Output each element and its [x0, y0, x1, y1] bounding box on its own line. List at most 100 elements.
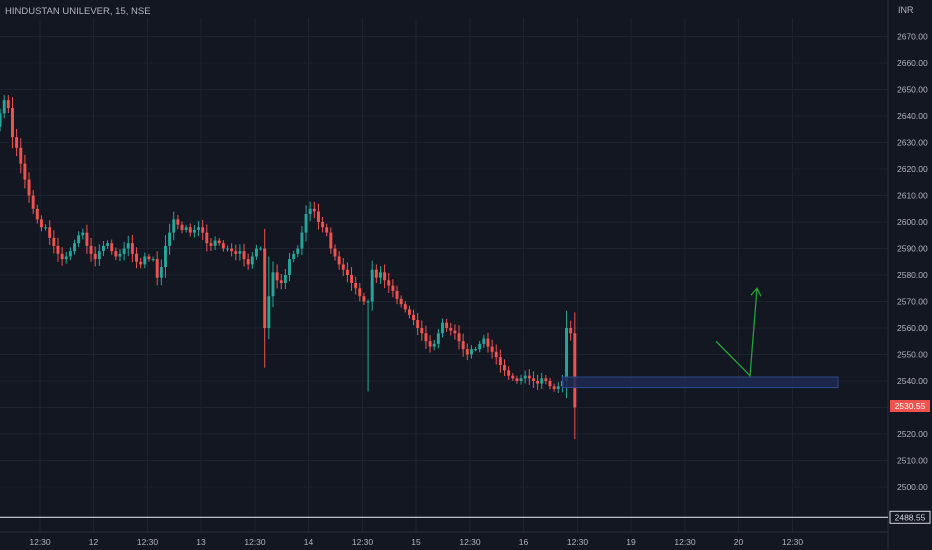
- candle-body: [362, 296, 366, 302]
- candle-body: [226, 248, 229, 250]
- price-axis[interactable]: 2500.002510.002520.002530.002540.002550.…: [887, 0, 928, 550]
- chart-grid: [0, 18, 888, 532]
- candle-body: [416, 320, 420, 328]
- candle-body: [288, 259, 291, 275]
- candle-body: [27, 179, 31, 196]
- candle-body: [48, 227, 52, 238]
- projection-path: [715, 288, 758, 378]
- candle-body: [23, 163, 27, 180]
- candle-body: [474, 349, 478, 351]
- candlestick-series: [0, 95, 577, 440]
- candle-body: [478, 343, 482, 350]
- candle-body: [217, 240, 221, 244]
- candle-body: [52, 237, 56, 246]
- candle-body: [263, 248, 267, 328]
- candle-body: [39, 219, 43, 228]
- candle-body: [15, 137, 19, 148]
- price-tick-label: 2630.00: [897, 138, 928, 148]
- candle-body: [135, 253, 138, 262]
- candle-body: [304, 214, 308, 233]
- candle-body: [308, 208, 312, 215]
- time-tick-label: 15: [411, 537, 421, 547]
- candle-body: [296, 248, 300, 254]
- candle-body: [486, 338, 490, 347]
- candle-body: [341, 264, 345, 270]
- candle-body: [523, 375, 527, 379]
- time-tick-label: 12:30: [782, 537, 804, 547]
- candle-body: [35, 208, 39, 220]
- candle-body: [316, 211, 320, 223]
- last-price-label: 2530.55: [895, 401, 926, 411]
- candle-body: [519, 378, 523, 381]
- price-tick-label: 2640.00: [897, 111, 928, 121]
- candle-body: [164, 245, 167, 268]
- candle-body: [230, 248, 234, 252]
- candle-body: [498, 357, 502, 366]
- candle-body: [548, 380, 552, 387]
- candle-body: [407, 309, 411, 315]
- candle-body: [507, 370, 511, 376]
- candle-body: [503, 365, 506, 371]
- candle-body: [89, 245, 93, 254]
- candle-body: [428, 341, 432, 347]
- candle-body: [333, 248, 337, 257]
- candle-body: [234, 251, 238, 254]
- candle-body: [436, 333, 440, 344]
- price-tick-label: 2510.00: [897, 455, 928, 465]
- time-tick-label: 12:30: [29, 537, 51, 547]
- candle-body: [379, 272, 382, 278]
- candle-body: [515, 378, 519, 381]
- price-tick-label: 2520.00: [897, 429, 928, 439]
- candle-body: [192, 229, 196, 233]
- candle-body: [209, 243, 213, 246]
- arrow-head-icon: [750, 287, 762, 297]
- price-tick-label: 2540.00: [897, 376, 928, 386]
- candle-body: [11, 108, 14, 138]
- candle-body: [490, 346, 494, 352]
- candle-body: [469, 349, 473, 355]
- candle-body: [205, 232, 209, 244]
- candle-body: [106, 243, 110, 246]
- candle-body: [197, 227, 201, 230]
- candle-body: [453, 330, 457, 334]
- candle-body: [73, 243, 76, 252]
- candle-body: [420, 327, 424, 334]
- candle-body: [93, 253, 97, 260]
- candle-body: [0, 113, 2, 127]
- candle-body: [172, 219, 176, 233]
- candle-body: [441, 322, 444, 334]
- candle-body: [432, 343, 436, 347]
- time-tick-label: 13: [196, 537, 206, 547]
- candle-body: [283, 275, 287, 283]
- candle-body: [6, 100, 10, 109]
- time-tick-label: 12:30: [567, 537, 589, 547]
- price-tick-label: 2570.00: [897, 296, 928, 306]
- candle-body: [60, 253, 64, 260]
- price-tick-label: 2500.00: [897, 482, 928, 492]
- candle-body: [159, 267, 163, 278]
- candle-body: [85, 232, 89, 246]
- candle-body: [68, 251, 72, 257]
- price-tick-label: 2560.00: [897, 323, 928, 333]
- reference-price-label: 2488.55: [895, 512, 926, 522]
- price-tick-label: 2550.00: [897, 349, 928, 359]
- candle-body: [130, 243, 134, 254]
- currency-label: INR: [898, 5, 914, 15]
- candle-body: [271, 272, 275, 297]
- candle-body: [122, 248, 126, 254]
- candle-body: [536, 380, 540, 384]
- candle-body: [143, 256, 147, 265]
- candle-body: [527, 375, 531, 379]
- price-tick-label: 2620.00: [897, 164, 928, 174]
- candle-body: [370, 269, 374, 302]
- time-tick-label: 20: [734, 537, 744, 547]
- candle-body: [465, 349, 469, 355]
- candle-body: [31, 195, 35, 209]
- candle-body: [449, 327, 453, 331]
- candle-body: [246, 259, 250, 265]
- time-axis[interactable]: 912:301212:301312:301412:301512:301612:3…: [0, 531, 888, 547]
- time-tick-label: 16: [519, 537, 529, 547]
- candle-body: [482, 338, 486, 344]
- candle-body: [350, 275, 353, 283]
